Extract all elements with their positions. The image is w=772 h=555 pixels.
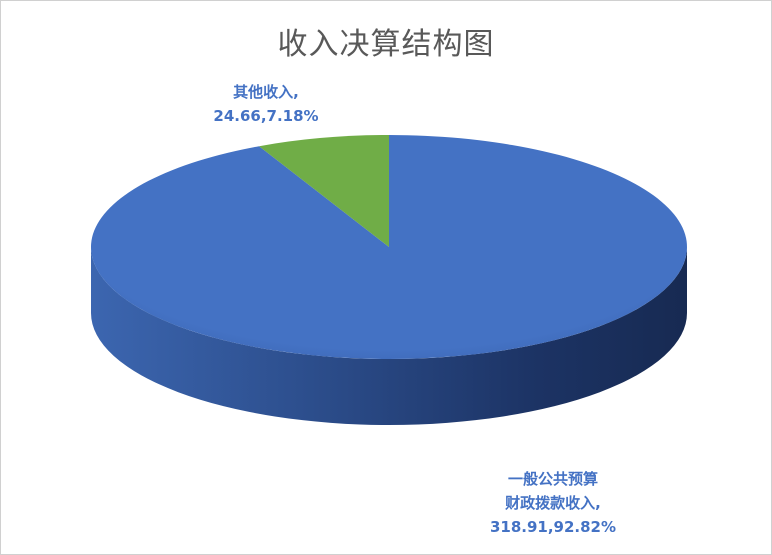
- pie-slice-general-budget: [90, 135, 687, 359]
- label-line: 318.91,92.82%: [489, 518, 617, 536]
- data-label-general-budget: 一般公共预算 财政拨款收入, 318.91,92.82%: [463, 467, 643, 539]
- label-line: 其他收入,: [233, 83, 299, 101]
- pie-side: [91, 247, 687, 425]
- label-line: 财政拨款收入,: [505, 494, 601, 512]
- data-label-other-income: 其他收入, 24.66,7.18%: [191, 80, 341, 128]
- label-line: 一般公共预算: [507, 470, 598, 488]
- pie-slice-other-income: [259, 135, 389, 247]
- chart-title: 收入决算结构图: [277, 27, 495, 62]
- label-line: 24.66,7.18%: [213, 107, 319, 125]
